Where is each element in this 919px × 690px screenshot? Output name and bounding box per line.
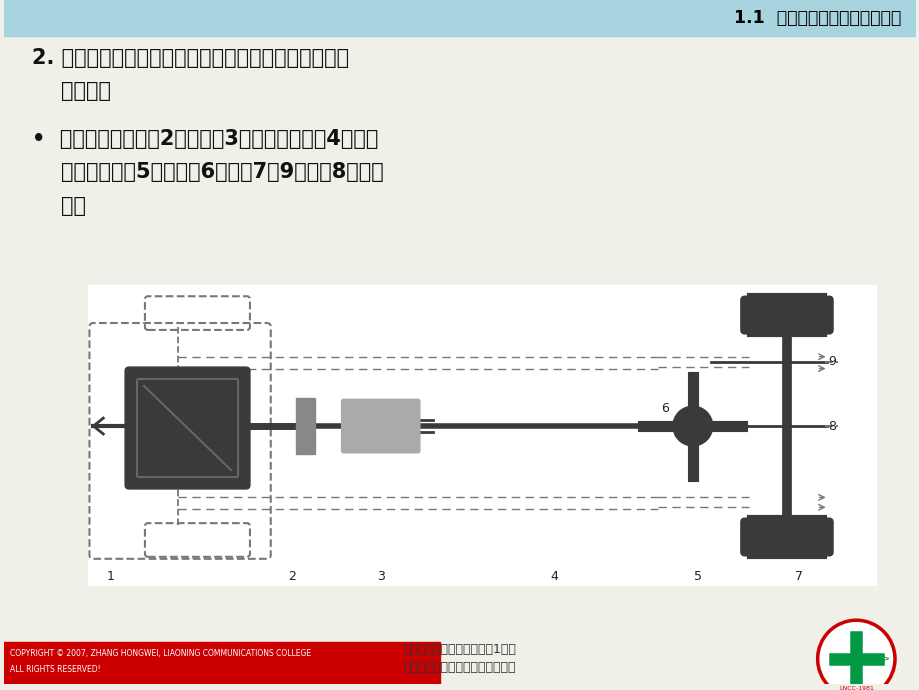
- FancyBboxPatch shape: [740, 296, 832, 334]
- Bar: [5, 642, 439, 684]
- Text: 2. 传动系：从发动机到驱动车轮之间所有动力传递装置: 2. 传动系：从发动机到驱动车轮之间所有动力传递装置: [32, 48, 348, 68]
- Text: 2: 2: [288, 570, 295, 583]
- Text: 1: 1: [107, 570, 114, 583]
- Bar: [5, 0, 914, 36]
- Text: 3: 3: [377, 570, 384, 583]
- Text: 5: 5: [693, 570, 701, 583]
- Text: 8: 8: [828, 420, 835, 433]
- Text: 6: 6: [661, 402, 668, 415]
- Text: 成。: 成。: [32, 196, 85, 216]
- Text: 桥（主减速器5、差速器6、半轴7和9、桥壳8）等组: 桥（主减速器5、差速器6、半轴7和9、桥壳8）等组: [32, 162, 383, 182]
- Text: •  组成：包括离合器2、变速器3、万向传动装置4、驱动: • 组成：包括离合器2、变速器3、万向传动装置4、驱动: [32, 129, 378, 149]
- Ellipse shape: [673, 406, 712, 446]
- Ellipse shape: [816, 619, 895, 690]
- FancyBboxPatch shape: [125, 367, 250, 489]
- Text: ALL RIGHTS RESERVED!: ALL RIGHTS RESERVED!: [10, 665, 101, 674]
- Text: 底盘概述及汽车维修基本知识课件: 底盘概述及汽车维修基本知识课件: [403, 661, 516, 674]
- Text: 的总称。: 的总称。: [32, 81, 111, 101]
- Text: 9: 9: [828, 355, 835, 368]
- Text: 汽车底盘电控系统检修项目1汽车: 汽车底盘电控系统检修项目1汽车: [403, 644, 516, 656]
- FancyBboxPatch shape: [341, 400, 419, 453]
- Bar: [675, 416, 686, 436]
- FancyBboxPatch shape: [740, 518, 832, 556]
- Text: 4: 4: [550, 570, 558, 583]
- Bar: [295, 398, 315, 454]
- Bar: [88, 286, 875, 584]
- Text: LNCC-1981: LNCC-1981: [838, 686, 873, 690]
- Text: 1.1  汽车底盘的基本组成和功用: 1.1 汽车底盘的基本组成和功用: [732, 9, 900, 27]
- Text: COPYRIGHT © 2007, ZHANG HONGWEI, LIAONING COMMUNICATIONS COLLEGE: COPYRIGHT © 2007, ZHANG HONGWEI, LIAONIN…: [10, 649, 311, 658]
- Text: 7: 7: [794, 570, 802, 583]
- Text: >: >: [880, 654, 890, 664]
